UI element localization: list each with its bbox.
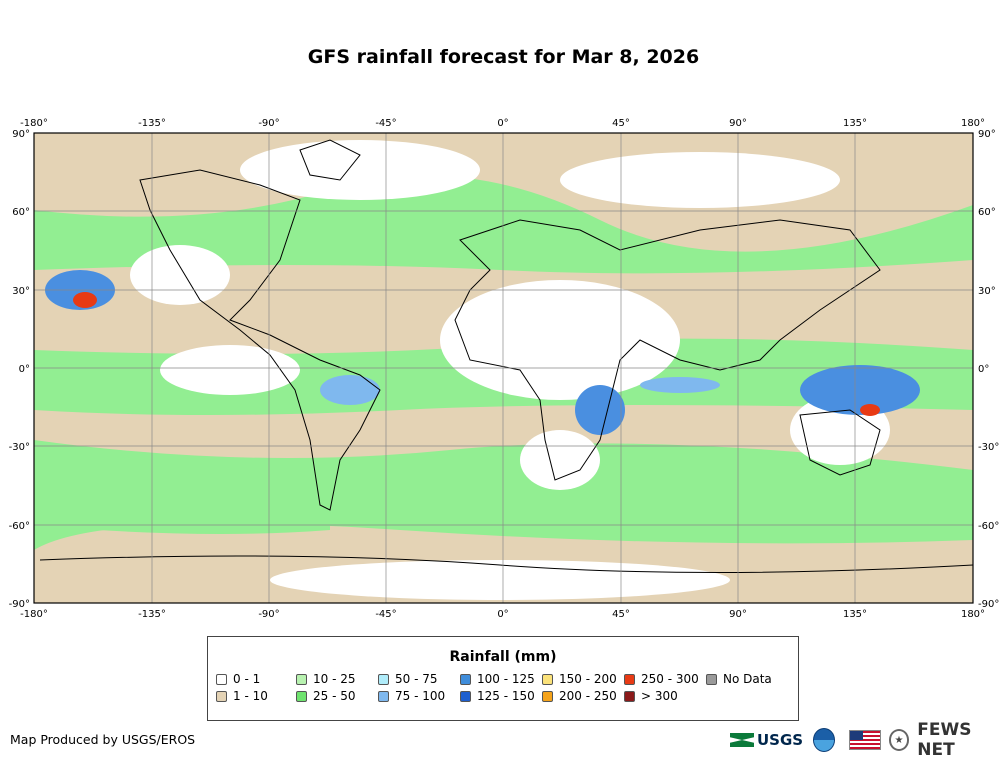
lat-tick-right: -30°	[978, 442, 999, 453]
legend-item: 125 - 150	[460, 689, 535, 703]
lat-tick-left: 60°	[12, 207, 30, 218]
lon-tick-top: 135°	[843, 118, 867, 129]
legend-label: No Data	[723, 672, 772, 686]
lat-tick-left: 0°	[19, 364, 30, 375]
legend-item: 1 - 10	[216, 689, 268, 703]
lon-tick-top: 45°	[612, 118, 630, 129]
legend-swatch	[706, 673, 717, 685]
legend-swatch	[216, 673, 227, 685]
us-flag-icon	[849, 730, 881, 750]
legend-item: 100 - 125	[460, 672, 535, 686]
graticule	[34, 133, 973, 603]
legend-swatch	[460, 673, 471, 685]
legend-swatch	[460, 690, 471, 702]
legend-swatch	[296, 673, 307, 685]
noaa-logo-icon	[813, 728, 836, 752]
lon-tick-bottom: 0°	[497, 609, 508, 620]
lon-tick-top: -180°	[20, 118, 48, 129]
lon-tick-top: -135°	[138, 118, 166, 129]
lat-tick-right: 60°	[978, 207, 996, 218]
lon-tick-bottom: -135°	[138, 609, 166, 620]
lon-tick-bottom: 90°	[729, 609, 747, 620]
legend-label: 10 - 25	[313, 672, 356, 686]
lat-tick-right: 0°	[978, 364, 989, 375]
legend-swatch	[216, 690, 227, 702]
usgs-wave-icon	[730, 733, 754, 747]
usgs-logo-text: USGS	[757, 731, 804, 749]
lon-tick-bottom: 135°	[843, 609, 867, 620]
lon-tick-bottom: -45°	[375, 609, 396, 620]
lat-tick-right: 30°	[978, 286, 996, 297]
lat-tick-left: -30°	[9, 442, 30, 453]
usgs-logo: USGS	[730, 731, 803, 749]
legend-label: 250 - 300	[641, 672, 699, 686]
legend-label: 25 - 50	[313, 689, 356, 703]
lon-tick-bottom: 45°	[612, 609, 630, 620]
legend-label: > 300	[641, 689, 678, 703]
legend-item: 50 - 75	[378, 672, 438, 686]
legend-swatch	[378, 673, 389, 685]
legend-label: 75 - 100	[395, 689, 446, 703]
legend-swatch	[624, 673, 635, 685]
legend: Rainfall (mm) 0 - 1 1 - 10 10 - 25 25 - …	[207, 636, 799, 721]
legend-title: Rainfall (mm)	[449, 649, 557, 665]
map-frame	[33, 132, 974, 604]
legend-item: 0 - 1	[216, 672, 260, 686]
lat-tick-left: 90°	[12, 129, 30, 140]
logos: USGS ★ FEWS NET	[730, 720, 1007, 760]
legend-item: 150 - 200	[542, 672, 617, 686]
lon-tick-top: -45°	[375, 118, 396, 129]
legend-label: 150 - 200	[559, 672, 617, 686]
legend-label: 100 - 125	[477, 672, 535, 686]
legend-swatch	[542, 673, 553, 685]
lon-tick-top: 180°	[961, 118, 985, 129]
lat-tick-left: -90°	[9, 599, 30, 610]
credit-text: Map Produced by USGS/EROS	[10, 732, 196, 747]
lat-tick-left: 30°	[12, 286, 30, 297]
legend-item: No Data	[706, 672, 772, 686]
legend-item: 250 - 300	[624, 672, 699, 686]
lat-tick-right: -90°	[978, 599, 999, 610]
legend-label: 1 - 10	[233, 689, 268, 703]
lat-tick-right: 90°	[978, 129, 996, 140]
legend-swatch	[624, 690, 635, 702]
legend-item: 10 - 25	[296, 672, 356, 686]
legend-swatch	[542, 690, 553, 702]
legend-label: 50 - 75	[395, 672, 438, 686]
fews-net-logo: FEWS NET	[917, 720, 972, 760]
legend-label: 200 - 250	[559, 689, 617, 703]
rainfall-map: -180° -135° -90° -45° 0° 45° 90° 135° 18…	[9, 118, 1000, 620]
legend-swatch	[296, 690, 307, 702]
lon-tick-bottom: -180°	[20, 609, 48, 620]
legend-item: 25 - 50	[296, 689, 356, 703]
legend-swatch	[378, 690, 389, 702]
legend-label: 0 - 1	[233, 672, 261, 686]
legend-item: 75 - 100	[378, 689, 445, 703]
legend-label: 125 - 150	[477, 689, 535, 703]
lon-tick-top: -90°	[258, 118, 279, 129]
coastlines	[39, 139, 974, 573]
lon-tick-top: 0°	[497, 118, 508, 129]
legend-item: 200 - 250	[542, 689, 617, 703]
map-title: GFS rainfall forecast for Mar 8, 2026	[307, 46, 700, 68]
lat-tick-right: -60°	[978, 521, 999, 532]
lon-tick-bottom: 180°	[961, 609, 985, 620]
lon-tick-top: 90°	[729, 118, 747, 129]
legend-item: > 300	[624, 689, 678, 703]
lat-tick-left: -60°	[9, 521, 30, 532]
state-department-seal-icon: ★	[888, 729, 910, 751]
lon-tick-bottom: -90°	[258, 609, 279, 620]
